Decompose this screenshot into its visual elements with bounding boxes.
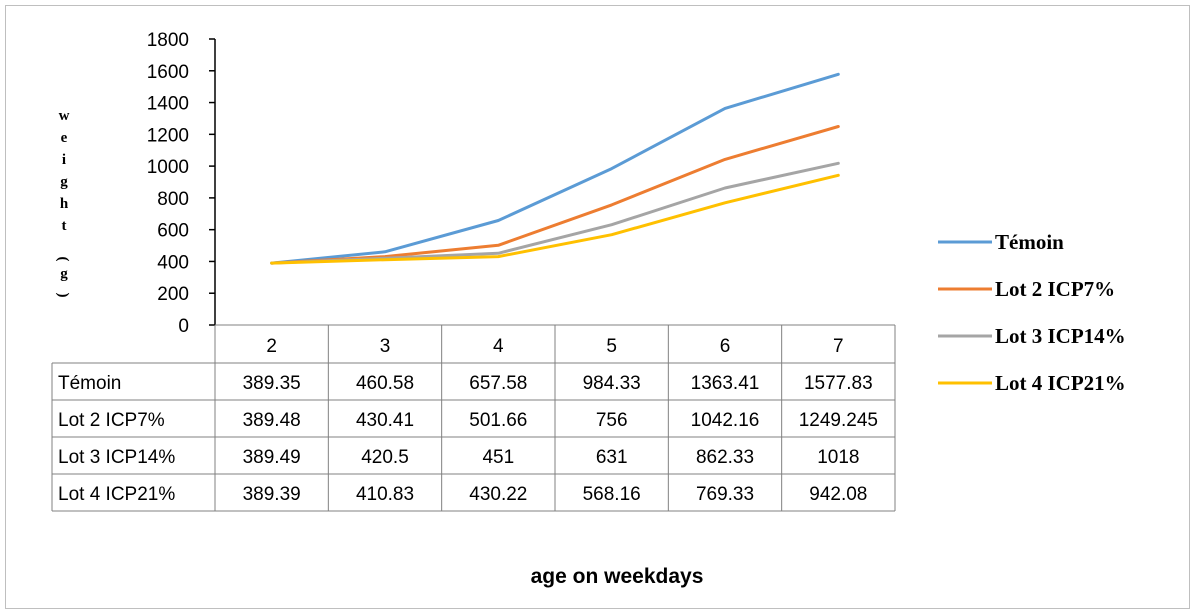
legend-entry-label: Témoin	[995, 230, 1064, 254]
x-category-label: 7	[833, 336, 844, 357]
y-axis-title-char: h	[60, 196, 69, 212]
x-category-label: 6	[720, 336, 731, 357]
y-axis-title-char: g	[60, 174, 68, 190]
table-cell-value: 1577.83	[804, 373, 873, 394]
legend-entry-label: Lot 2 ICP7%	[995, 277, 1115, 301]
y-axis-title-char: w	[59, 108, 70, 124]
y-tick-label: 1000	[147, 157, 189, 178]
y-axis-title-char: i	[62, 152, 66, 168]
table-cell-value: 657.58	[469, 373, 527, 394]
table-cell-value: 769.33	[696, 484, 754, 505]
table-cell-value: 501.66	[469, 410, 527, 431]
y-tick-label: 0	[178, 316, 189, 337]
y-axis-title-char: )	[55, 293, 71, 298]
series-line-2	[270, 161, 840, 265]
y-tick-label: 200	[157, 284, 189, 305]
table-cell-value: 430.22	[469, 484, 527, 505]
y-axis-title-char: e	[61, 130, 68, 146]
y-tick-label: 800	[157, 189, 189, 210]
table-cell-value: 420.5	[361, 447, 409, 468]
table-cell-value: 389.39	[243, 484, 301, 505]
x-category-label: 2	[266, 336, 277, 357]
table-row-label: Lot 2 ICP7%	[58, 410, 165, 431]
table-cell-value: 1363.41	[691, 373, 760, 394]
y-axis-title-char: t	[62, 218, 67, 234]
y-axis-ticks: 0 200 400 600 800 1000 1200 1400 1600 1800	[147, 30, 215, 337]
x-category-label: 4	[493, 336, 504, 357]
table-cell-value: 430.41	[356, 410, 414, 431]
table-row-label: Lot 4 ICP21%	[58, 484, 175, 505]
table-cell-value: 631	[596, 447, 628, 468]
table-cell-value: 568.16	[583, 484, 641, 505]
data-table: 2 3 4 5 6 7 Témoin 389.35 460.58 657.58 984.33 1363…	[51, 324, 896, 512]
series-line-3	[270, 173, 840, 265]
y-tick-label: 400	[157, 252, 189, 273]
table-row-label: Témoin	[58, 373, 121, 394]
table-cell-value: 984.33	[583, 373, 641, 394]
y-tick-label: 1400	[147, 94, 189, 115]
series-line-0	[270, 72, 840, 265]
table-cell-value: 1042.16	[691, 410, 760, 431]
table-cell-value: 389.48	[243, 410, 301, 431]
table-cell-value: 862.33	[696, 447, 754, 468]
y-tick-label: 600	[157, 221, 189, 242]
y-tick-label: 1200	[147, 125, 189, 146]
table-cell-value: 410.83	[356, 484, 414, 505]
x-category-label: 5	[606, 336, 617, 357]
table-cell-value: 1249.245	[799, 410, 878, 431]
y-tick-label: 1800	[147, 30, 189, 51]
table-cell-value: 1018	[817, 447, 859, 468]
legend-entry-label: Lot 3 ICP14%	[995, 324, 1126, 348]
legend-entry-label: Lot 4 ICP21%	[995, 371, 1126, 395]
table-cell-value: 756	[596, 410, 628, 431]
table-cell-value: 389.35	[243, 373, 301, 394]
table-cell-value: 460.58	[356, 373, 414, 394]
table-row-label: Lot 3 ICP14%	[58, 447, 175, 468]
table-cell-value: 389.49	[243, 447, 301, 468]
y-axis-title-char: g	[60, 266, 68, 282]
table-cell-value: 942.08	[809, 484, 867, 505]
series-lines	[270, 72, 840, 265]
chart-frame	[5, 5, 1190, 609]
table-cell-value: 451	[482, 447, 514, 468]
y-axis-title-char: (	[55, 257, 71, 262]
y-tick-label: 1600	[147, 62, 189, 83]
legend: Témoin Lot 2 ICP7% Lot 3 ICP14% Lot 4 ICP21…	[938, 230, 1126, 395]
x-axis-title: age on weekdays	[531, 565, 704, 588]
x-category-label: 3	[380, 336, 391, 357]
